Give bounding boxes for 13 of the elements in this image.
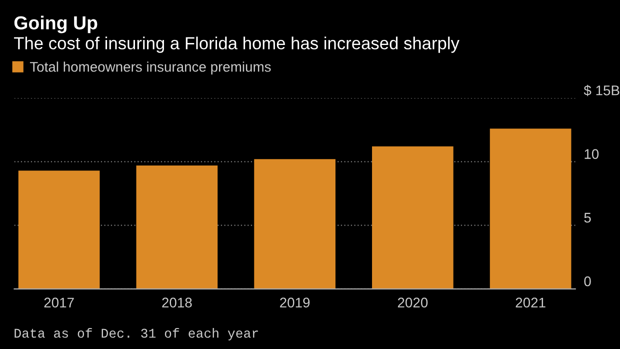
y-tick-label: $ 15B (584, 84, 620, 96)
chart-title: Going Up (14, 16, 98, 34)
x-tick-label: 2019 (280, 298, 310, 308)
y-tick-label: 0 (584, 276, 591, 286)
x-tick-label: 2020 (398, 298, 428, 308)
y-tick-label: 5 (584, 212, 591, 223)
text: Data as of Dec. 31 of each year (14, 328, 258, 340)
x-tick-label: 2021 (516, 298, 546, 308)
x-tick-label: 2018 (162, 298, 192, 308)
y-tick-label: 10 (584, 149, 599, 159)
chart-subtitle: The cost of insuring a Florida home has increased sharply (14, 36, 460, 53)
legend-label: Total homeowners insurance premiums (30, 62, 271, 75)
x-tick-label: 2017 (44, 298, 74, 308)
